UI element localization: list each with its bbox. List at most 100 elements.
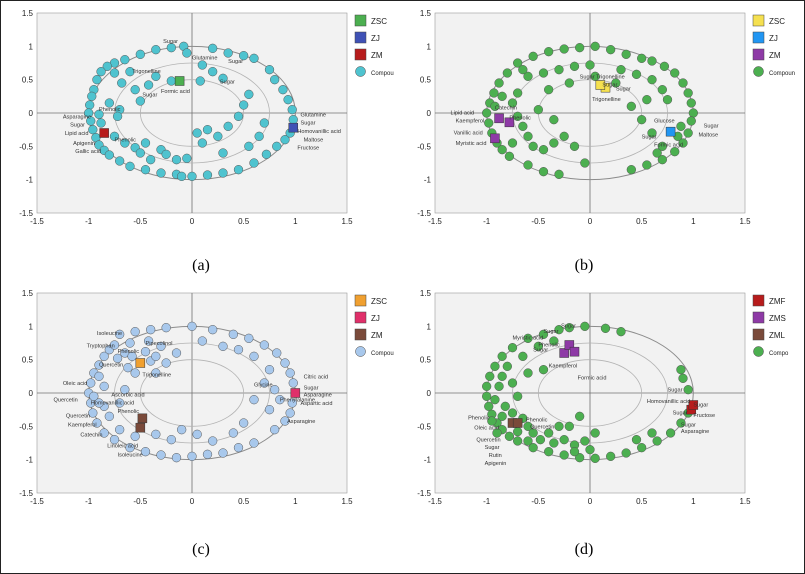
compound-point xyxy=(523,436,533,446)
compound-point xyxy=(115,398,125,408)
compound-point xyxy=(151,45,161,55)
compound-point xyxy=(590,41,600,51)
compound-point xyxy=(544,428,554,438)
x-tick-label: 1 xyxy=(691,217,696,226)
compound-point xyxy=(513,427,523,437)
compound-point xyxy=(484,401,494,411)
point-annotation: Catechin xyxy=(495,106,517,112)
correlation-circle xyxy=(512,342,668,444)
compound-point xyxy=(125,443,135,453)
compound-point xyxy=(523,71,533,81)
compound-point xyxy=(104,150,114,160)
caption-d: (d) xyxy=(574,541,594,558)
point-annotation: Apigenin xyxy=(485,461,507,467)
compound-point xyxy=(528,443,538,453)
y-tick-label: 0.5 xyxy=(22,76,34,85)
point-annotation: Sugar Trigonelline xyxy=(580,74,625,80)
correlation-circle xyxy=(114,342,270,444)
chart-panel-a: -1.5 -1 -0.5 0 0.5 1 1.5 1.5 1 0.5 0 -0.5 -1 -1.5 Suga… xyxy=(19,9,393,226)
compound-point xyxy=(606,45,616,55)
point-annotation: Formic acid xyxy=(654,142,683,148)
compound-point xyxy=(288,115,298,125)
y-tick-label: 1.5 xyxy=(420,9,432,18)
compound-point xyxy=(502,361,512,371)
compound-point xyxy=(156,341,166,351)
point-annotation: Pipecolinol xyxy=(146,341,173,347)
x-tick-label: -1 xyxy=(85,497,93,506)
compound-point xyxy=(182,48,192,58)
compound-point xyxy=(590,71,600,81)
compound-point xyxy=(218,148,228,158)
point-annotation: Homovanillic acid xyxy=(647,399,691,405)
compound-point xyxy=(513,58,523,68)
compound-point xyxy=(621,448,631,458)
legend-label: ZSC xyxy=(371,297,387,306)
compound-point xyxy=(523,160,533,170)
point-annotation: Phenolic xyxy=(526,418,548,424)
x-tick-label: 0 xyxy=(588,217,593,226)
point-annotation: Isoleucine xyxy=(118,452,143,458)
compound-point xyxy=(492,428,502,438)
compound-point xyxy=(678,373,688,383)
point-annotation: Isoleucine xyxy=(97,331,122,337)
point-annotation: Sugar xyxy=(304,386,319,392)
compound-point xyxy=(288,378,298,388)
point-annotation: Sugar xyxy=(163,39,178,45)
compound-point xyxy=(104,411,114,421)
compound-point xyxy=(670,68,680,78)
point-annotation: Sugar xyxy=(228,59,243,65)
compound-point xyxy=(86,116,96,126)
point-annotation: Lipid acid xyxy=(451,110,475,116)
point-annotation: Gallic acid xyxy=(75,149,101,155)
compound-point xyxy=(89,391,99,401)
compound-point xyxy=(161,358,171,368)
point-annotation: Phenolic xyxy=(538,342,560,348)
compound-point xyxy=(507,408,518,418)
caption-a: (a) xyxy=(192,257,210,274)
compound-point xyxy=(92,75,102,85)
compound-point xyxy=(564,78,574,88)
compound-point xyxy=(156,450,166,460)
x-tick-label: 0 xyxy=(190,497,195,506)
x-tick-label: -1.5 xyxy=(30,217,44,226)
compound-point xyxy=(171,348,182,358)
compound-point xyxy=(177,171,187,181)
compound-point xyxy=(112,111,123,121)
compound-point xyxy=(513,436,523,446)
point-annotation: Tryptophan xyxy=(87,344,115,350)
compound-point xyxy=(166,43,176,53)
compound-point xyxy=(130,85,140,95)
x-tick-label: 0 xyxy=(190,217,195,226)
point-annotation: Phenolic xyxy=(468,416,490,422)
correlation-circle xyxy=(537,359,643,427)
compound-point xyxy=(244,141,254,151)
sample-point xyxy=(564,340,575,350)
point-annotation: Oleic acid xyxy=(474,426,499,432)
legend-marker xyxy=(354,294,367,307)
compound-point xyxy=(683,385,693,395)
compound-point xyxy=(497,351,507,361)
compound-point xyxy=(626,165,636,175)
legend-marker xyxy=(354,31,367,44)
point-annotation: Lipid acid xyxy=(65,131,89,137)
compound-point xyxy=(554,421,564,431)
compound-point xyxy=(490,361,500,371)
legend-label: ZJ xyxy=(769,34,778,43)
compound-point xyxy=(233,165,244,175)
compound-point xyxy=(125,338,135,348)
compound-point xyxy=(528,141,538,151)
compound-point xyxy=(218,341,228,351)
compound-point xyxy=(130,327,140,337)
compound-point xyxy=(239,51,249,61)
legend-label: ZMF xyxy=(769,297,786,306)
compound-point xyxy=(497,371,507,381)
compound-point xyxy=(533,105,543,115)
compound-point xyxy=(161,323,171,333)
point-annotation: Phenolic xyxy=(99,107,121,113)
compound-point xyxy=(559,131,569,141)
compound-point xyxy=(652,148,662,158)
compound-point xyxy=(616,327,626,337)
compound-point xyxy=(87,91,97,101)
compound-point xyxy=(504,431,515,441)
